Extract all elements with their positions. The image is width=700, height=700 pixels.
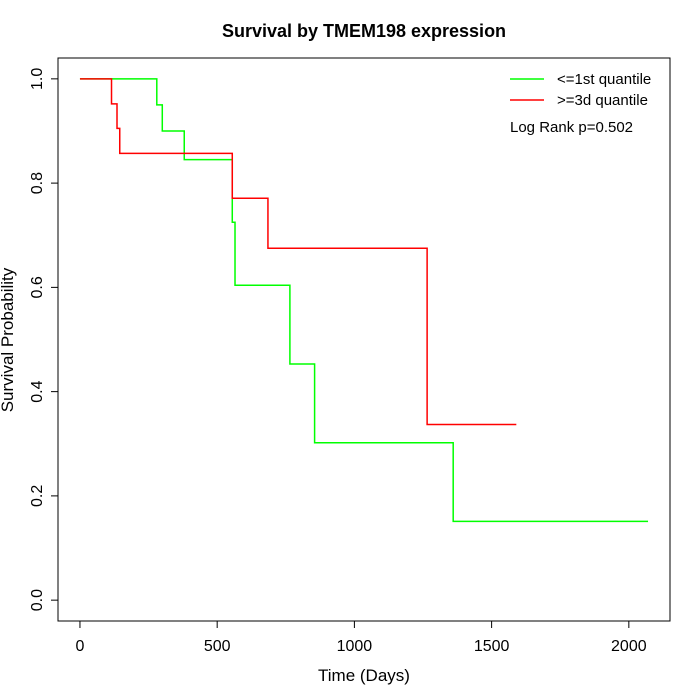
x-tick-label: 1500: [474, 638, 510, 655]
chart-title: Survival by TMEM198 expression: [222, 21, 506, 41]
y-axis: 0.0 0.2 0.4 0.6 0.8 1.0: [29, 68, 59, 611]
y-tick-label: 0.8: [29, 172, 46, 194]
x-tick-label: 2000: [611, 638, 647, 655]
y-tick-label: 0.0: [29, 589, 46, 611]
y-tick-label: 0.4: [29, 380, 46, 402]
y-tick-label: 1.0: [29, 68, 46, 90]
legend-entry-high: >=3d quantile: [557, 92, 648, 109]
x-tick-label: 500: [204, 638, 231, 655]
x-tick-label: 1000: [337, 638, 373, 655]
x-axis-label: Time (Days): [318, 666, 410, 685]
x-axis: 0 500 1000 1500 2000: [76, 620, 647, 655]
series-line-high-quantile: [79, 78, 517, 426]
y-axis-label: Survival Probability: [0, 267, 17, 412]
series-line-low-quantile: [79, 78, 649, 523]
legend: <=1st quantile >=3d quantile: [510, 71, 651, 109]
y-tick-label: 0.6: [29, 276, 46, 298]
series-layer: [79, 78, 649, 523]
x-tick-label: 0: [76, 638, 85, 655]
plot-frame: [57, 57, 671, 622]
log-rank-annotation: Log Rank p=0.502: [510, 119, 633, 136]
legend-entry-low: <=1st quantile: [557, 71, 651, 88]
y-tick-label: 0.2: [29, 485, 46, 507]
